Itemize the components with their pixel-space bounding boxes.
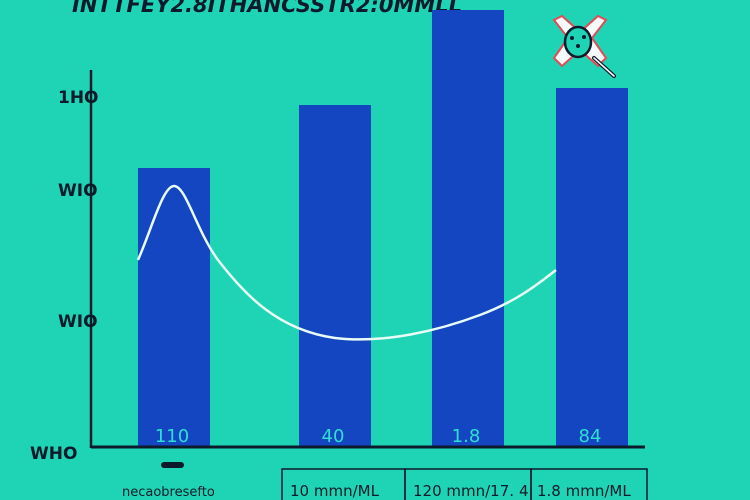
microbe-petri-icon (552, 14, 616, 78)
category-label-boxes (281, 468, 648, 500)
bar-2 (299, 105, 371, 447)
chart-title: INTTFEY2.8ITHANCSSTR2:0MMLL (72, 0, 462, 17)
category-label-2: 10 mmn/ML (290, 482, 380, 500)
category-extra-mark: 4 (519, 482, 529, 500)
x-axis-marker (161, 462, 184, 468)
category-label-4: 1.8 mmn/ML (537, 482, 631, 500)
y-tick-label-2: WIO (58, 312, 98, 332)
data-label-3: 1.8 (452, 426, 481, 447)
data-labels: 110 40 1.8 84 (155, 426, 602, 447)
data-label-4: 84 (579, 426, 602, 447)
y-tick-label-1: WHO (30, 444, 77, 464)
overlay-line (136, 184, 557, 341)
category-label-1: necaobresefto (122, 485, 215, 500)
y-tick-labels: WHO WIO WIO 1HO (30, 88, 99, 464)
y-tick-label-3: WIO (58, 181, 98, 201)
category-box-4 (530, 468, 648, 500)
category-label-3: 120 mmn/17. (413, 482, 514, 500)
bar-4 (556, 88, 628, 447)
data-label-1: 110 (155, 426, 189, 447)
bar-3 (432, 10, 504, 447)
data-label-2: 40 (322, 426, 345, 447)
category-labels: necaobresefto 10 mmn/ML 120 mmn/17. 1.8 mmn… (122, 482, 631, 500)
bars-group (138, 10, 628, 447)
y-tick-label-4: 1HO (58, 88, 99, 108)
bar-1 (138, 168, 210, 447)
